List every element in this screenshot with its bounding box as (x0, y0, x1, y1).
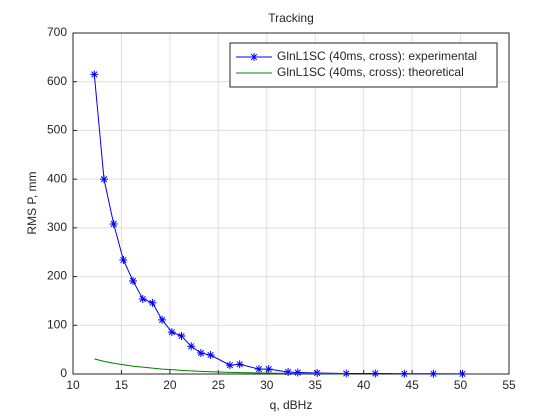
data-point (293, 368, 302, 377)
data-point (100, 175, 109, 184)
y-tick-label: 700 (47, 25, 67, 39)
x-tick-label: 25 (212, 378, 226, 392)
x-tick-label: 15 (115, 378, 129, 392)
chart-title: Tracking (268, 11, 314, 25)
data-point (129, 276, 138, 285)
data-point (90, 70, 99, 79)
x-tick-label: 45 (405, 378, 419, 392)
data-point (255, 365, 264, 374)
series (94, 358, 347, 375)
data-point (225, 361, 234, 370)
data-point (196, 349, 205, 358)
legend-box (229, 42, 498, 88)
data-point (167, 328, 176, 337)
data-point (235, 360, 244, 369)
legend: GlnL1SC (40ms, cross): experimental GlnL1… (229, 42, 498, 88)
data-point (119, 256, 128, 265)
data-point (458, 369, 467, 378)
data-point (371, 369, 380, 378)
y-tick-label: 600 (47, 74, 67, 88)
x-tick-label: 10 (66, 378, 80, 392)
data-point (429, 369, 438, 378)
series-line (94, 358, 347, 375)
data-point (284, 368, 293, 377)
y-tick-label: 300 (47, 220, 67, 234)
y-tick-label: 0 (60, 366, 67, 380)
x-axis-label: q, dBHz (270, 398, 313, 412)
legend-label: GlnL1SC (40ms, cross): experimental (277, 49, 477, 63)
y-tick-label: 100 (47, 317, 67, 331)
legend-marker (250, 53, 258, 61)
x-tick-label: 55 (502, 378, 516, 392)
data-point (206, 351, 215, 360)
data-point (177, 332, 186, 341)
data-point (109, 219, 118, 228)
x-tick-label: 40 (357, 378, 371, 392)
y-tick-label: 400 (47, 171, 67, 185)
plot-area (73, 33, 509, 374)
x-tick-label: 35 (309, 378, 323, 392)
axes-box (72, 32, 510, 375)
x-tick-label: 20 (163, 378, 177, 392)
data-point (400, 369, 409, 378)
y-tick-label: 200 (47, 269, 67, 283)
x-tick-label: 30 (260, 378, 274, 392)
data-point (264, 365, 273, 374)
data-point (313, 369, 322, 378)
data-point (187, 342, 196, 351)
y-tick-label: 500 (47, 123, 67, 137)
data-point (148, 298, 157, 307)
legend-label: GlnL1SC (40ms, cross): theoretical (277, 65, 464, 79)
data-point (138, 294, 147, 303)
y-axis-label: RMS P, mm (25, 171, 39, 234)
x-tick-label: 50 (454, 378, 468, 392)
data-point (158, 315, 167, 324)
